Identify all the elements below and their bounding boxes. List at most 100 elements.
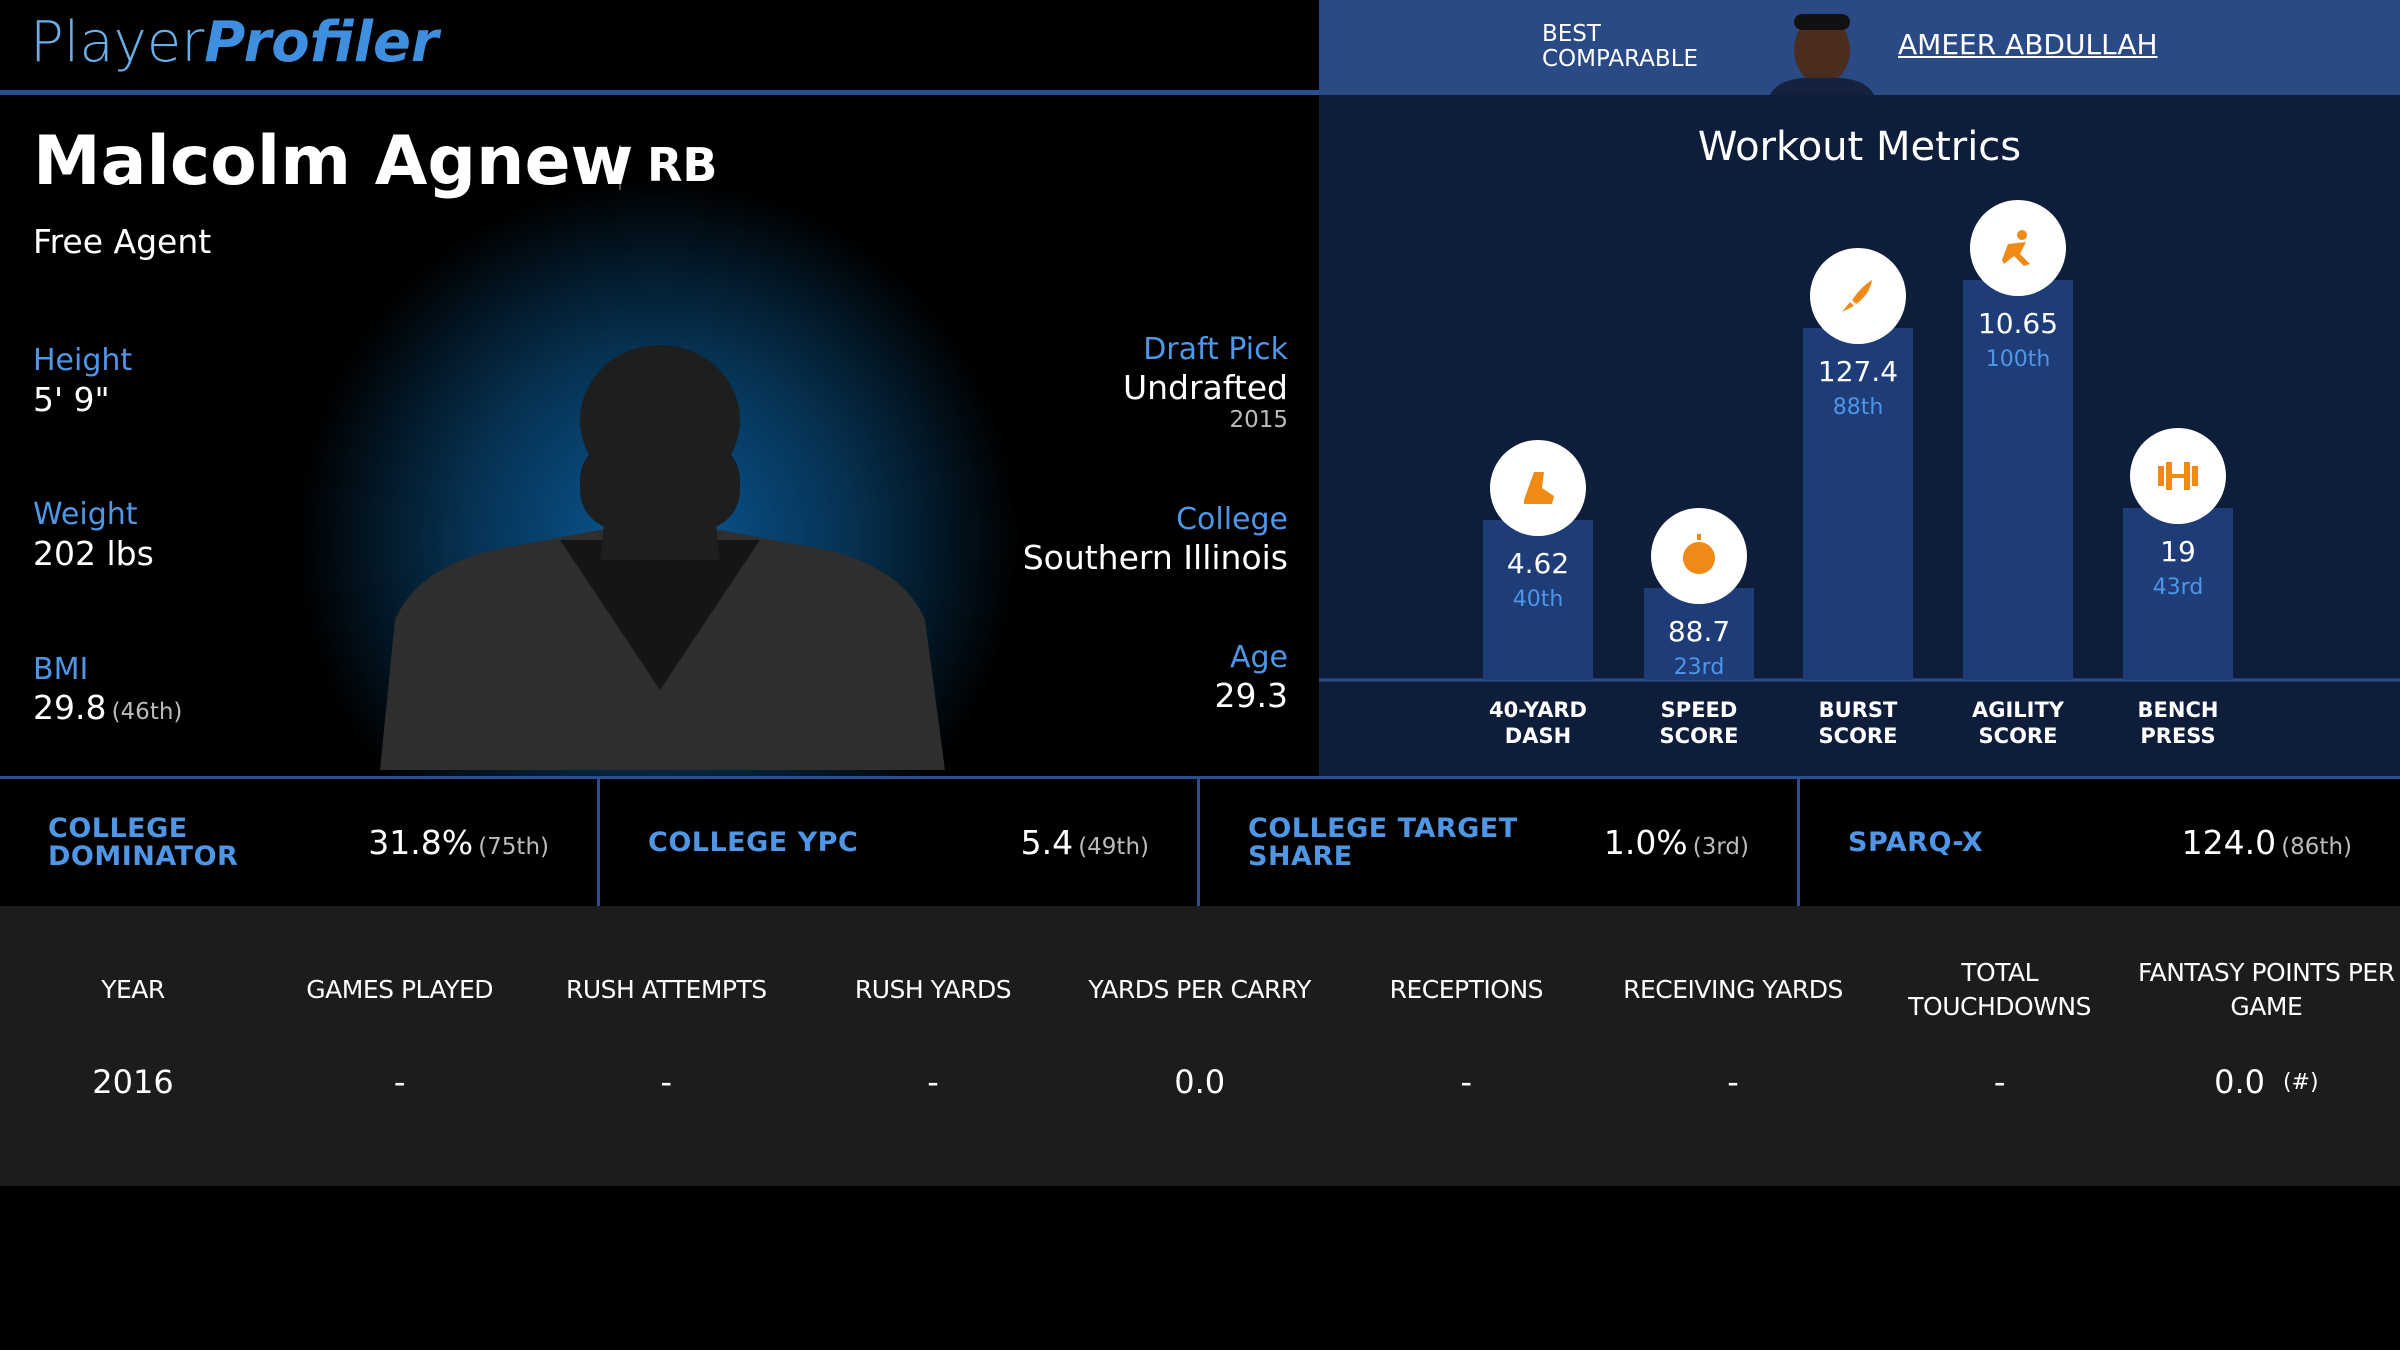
bio-label: Age (1229, 640, 1288, 675)
stat-label: SPARQ-X (1848, 826, 1984, 858)
bio-label: Draft Pick (1143, 332, 1288, 367)
table-cell: 2016 (0, 1060, 266, 1104)
cell-text: 0.0 (1174, 1063, 1226, 1101)
workout-value: 88.7 (1668, 615, 1730, 648)
workout-label: PRESS (2140, 724, 2215, 748)
workout-percentile: 88th (1833, 395, 1884, 420)
workout-title: Workout Metrics (1697, 124, 2022, 170)
player-status: Free Agent (33, 222, 212, 261)
stat-label-group: SPARQ-X (1848, 826, 1984, 858)
stat-label-group: COLLEGE DOMINATOR (48, 812, 368, 872)
bio-value: Southern Illinois (1022, 538, 1288, 577)
best-comparable-line: COMPARABLE (1542, 46, 1699, 72)
stat-value-group: 124.0 (86th) (2182, 823, 2352, 862)
workout-label: SCORE (1819, 724, 1898, 748)
stat-cell: SPARQ-X 124.0 (86th) (1800, 779, 2400, 906)
stat-value: 124.0 (2181, 823, 2277, 862)
best-comparable-line: BEST (1542, 21, 1601, 47)
bio-rank: (46th) (111, 699, 183, 725)
workout-percentile: 40th (1513, 587, 1564, 612)
stat-label-group: COLLEGE TARGET SHARE (1248, 812, 1518, 872)
table-cell: - (1600, 1060, 1866, 1104)
stat-label-group: COLLEGE YPC (648, 828, 858, 857)
stat-rank: (75th) (478, 834, 549, 860)
stat-cell: COLLEGE YPC 5.4 (49th) (600, 779, 1200, 906)
header-left (0, 0, 1319, 92)
workout-label: AGILITY (1972, 698, 2065, 722)
player-name: Malcolm Agnew (33, 122, 634, 201)
stat-label: SHARE (1248, 840, 1353, 872)
cell-rank: (#) (2282, 1069, 2319, 1095)
cell-text: - (1460, 1063, 1473, 1101)
header-line (0, 90, 1319, 95)
best-comparable: BEST COMPARABLE (1542, 22, 1698, 72)
bio-value: Undrafted (1122, 368, 1288, 407)
player-silhouette (380, 345, 945, 770)
workout-icon (1490, 440, 1586, 536)
icon-glyph (2002, 230, 2030, 266)
logo-part2: Profiler (204, 10, 439, 75)
cell-text: - (660, 1063, 673, 1101)
workout-label: SCORE (1660, 724, 1739, 748)
cell-text: - (393, 1063, 406, 1101)
table-header: YARDS PER CARRY (1088, 975, 1311, 1004)
icon-glyph (1842, 280, 1872, 312)
bio-value-group: 29.8 (46th) (33, 688, 182, 727)
workout-label: 40-YARD (1489, 698, 1587, 722)
table-header: YEAR (101, 975, 165, 1004)
table-header: RECEPTIONS (1389, 975, 1544, 1004)
header-right (1319, 0, 2400, 95)
workout-icon (1810, 248, 1906, 344)
workout-value: 127.4 (1818, 355, 1898, 388)
bio-value: 29.8 (33, 688, 107, 727)
workout-label: BENCH (2138, 698, 2219, 722)
bio-label: BMI (33, 652, 89, 687)
stat-value-group: 31.8% (75th) (368, 823, 549, 862)
bio-value: 5' 9" (33, 380, 110, 419)
logo: PlayerProfiler (30, 10, 439, 75)
workout-percentile: 23rd (1674, 655, 1725, 680)
bio-label: College (1176, 502, 1288, 537)
table-cell: - (1867, 1060, 2133, 1104)
table-cell: - (267, 1060, 533, 1104)
bio-value: 29.3 (1214, 676, 1288, 715)
workout-percentile: 100th (1986, 347, 2051, 372)
stat-value: 5.4 (1020, 823, 1074, 862)
workout-label: SCORE (1979, 724, 2058, 748)
workout-bar (1803, 328, 1913, 680)
stat-cell: COLLEGE DOMINATOR 31.8% (75th) (0, 779, 600, 906)
cell-text: 0.0 (2214, 1063, 2265, 1101)
workout-value: 19 (2160, 535, 2196, 568)
workout-icon (2130, 428, 2226, 524)
workout-percentile: 43rd (2153, 575, 2204, 600)
table-header: RUSH ATTEMPTS (566, 975, 767, 1004)
stat-cell: COLLEGE TARGET SHARE 1.0% (3rd) (1200, 779, 1800, 906)
icon-glyph (1524, 472, 1554, 504)
stats-table (0, 906, 2400, 1186)
table-header: FANTASY POINTS PER GAME (2138, 958, 2395, 1021)
workout-bar (2123, 508, 2233, 680)
stat-label: COLLEGE TARGET (1248, 812, 1518, 844)
cell-text: - (1993, 1063, 2006, 1101)
workout-bar (1483, 520, 1593, 680)
stat-rank: (86th) (2281, 834, 2352, 860)
workout-bar (1963, 280, 2073, 680)
workout-label: BURST (1819, 698, 1898, 722)
stat-rank: (49th) (1078, 834, 1149, 860)
stat-value-group: 1.0% (3rd) (1604, 823, 1749, 862)
icon-glyph (1682, 534, 1715, 574)
table-header: GAMES PLAYED (306, 975, 494, 1004)
table-cell: - (1333, 1060, 1599, 1104)
cell-text: - (1727, 1063, 1739, 1101)
comparable-link[interactable]: AMEER ABDULLAH (1898, 28, 2158, 61)
table-cell: 0.0 (1067, 1060, 1333, 1104)
workout-icon (1651, 508, 1747, 604)
cell-text: 2016 (92, 1063, 174, 1101)
stat-value: 1.0% (1603, 823, 1688, 862)
workout-icon (1970, 200, 2066, 296)
stat-value-group: 5.4 (49th) (1021, 823, 1149, 862)
stat-label: COLLEGE DOMINATOR (48, 812, 239, 872)
table-header: TOTAL TOUCHDOWNS (1908, 958, 2092, 1021)
